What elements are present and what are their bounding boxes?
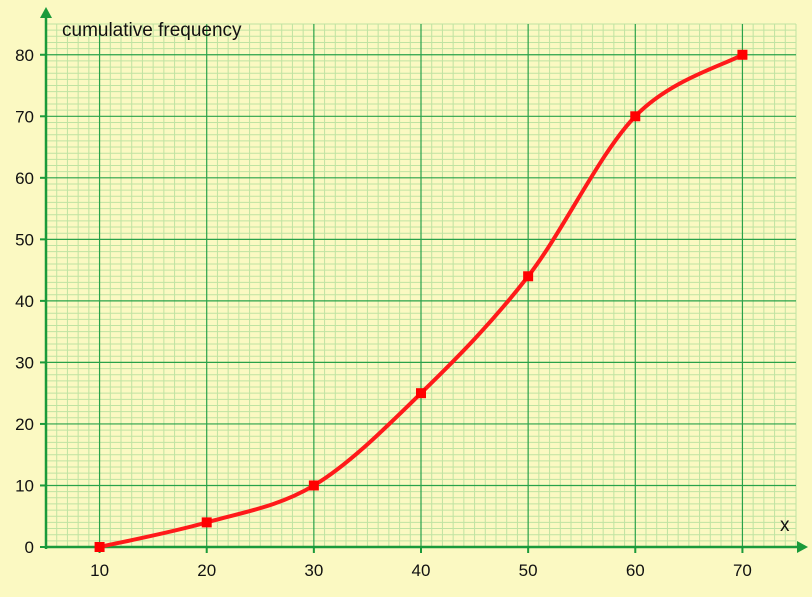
x-tick-label: 20 [197,561,216,580]
data-point-marker [201,517,212,528]
data-point-marker [308,480,319,491]
x-axis-title: x [780,515,790,536]
y-tick-label: 60 [15,169,34,188]
data-point-marker [630,111,641,122]
x-tick-label: 60 [626,561,645,580]
x-tick-labels: 10 20 30 40 50 60 70 [90,561,752,580]
major-grid [46,24,796,547]
y-tick-label: 20 [15,415,34,434]
y-tick-label: 0 [25,538,34,557]
data-point-marker [94,542,105,552]
y-tick-label: 40 [15,292,34,311]
data-point-marker [416,388,426,399]
axes [40,7,808,553]
x-tick-label: 50 [519,561,538,580]
x-axis-arrowhead [797,541,808,553]
x-tick-label: 30 [304,561,323,580]
y-tick-labels: 0 10 20 30 40 50 60 70 80 [15,46,34,557]
y-tick-label: 10 [15,476,34,495]
x-tick-label: 10 [90,561,109,580]
y-tick-label: 50 [15,230,34,249]
data-point-marker [523,271,534,282]
y-tick-label: 80 [15,46,34,65]
y-axis-arrowhead [40,7,52,18]
data-point-marker [737,49,748,60]
x-tick-label: 70 [733,561,752,580]
y-axis-title: cumulative frequency [62,20,242,41]
y-tick-label: 30 [15,353,34,372]
x-tick-label: 40 [412,561,431,580]
y-tick-label: 70 [15,107,34,126]
data-markers [94,49,748,552]
